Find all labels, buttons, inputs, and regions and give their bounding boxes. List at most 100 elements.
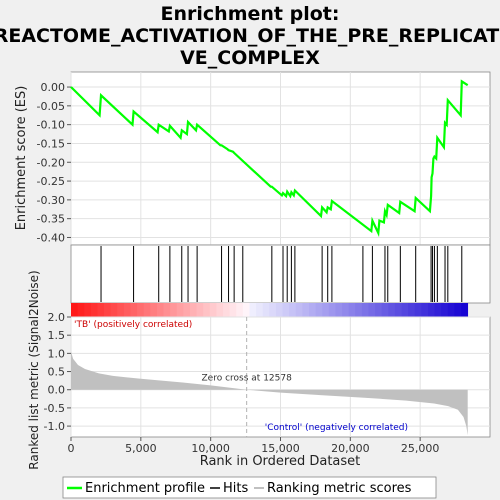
rank-bar-segment xyxy=(71,303,79,317)
rank-bar-segment xyxy=(209,303,217,317)
legend: Enrichment profile Hits Ranking metric s… xyxy=(62,476,437,499)
rank-bar-segment xyxy=(262,303,270,317)
rank-bar-segment xyxy=(97,303,105,317)
rank-color-bar xyxy=(71,303,469,317)
metric-y-tick-label: 1.0 xyxy=(48,347,66,360)
rank-bar-segment xyxy=(289,303,297,317)
rank-bar-segment xyxy=(308,303,317,317)
chart-title-line-1: Enrichment plot: xyxy=(161,3,340,25)
rank-bar-segment xyxy=(454,303,462,317)
x-tick-label: 20,000 xyxy=(331,442,370,455)
rank-bar-segment xyxy=(408,303,416,317)
rank-bar-segment xyxy=(256,303,264,317)
rank-bar-segment xyxy=(394,303,402,317)
rank-bar-segment xyxy=(90,303,98,317)
rank-bar-segment xyxy=(302,303,310,317)
metric-x-ticks: 0 5,000 10,000 15,000 20,000 25,000 xyxy=(68,437,440,455)
es-y-ticks: 0.00 -0.05 -0.10 -0.15 -0.20 -0.25 -0.30 -0.35 -… xyxy=(37,81,71,244)
rank-bar-segment xyxy=(249,303,257,317)
metric-y-tick-label: -0.5 xyxy=(44,402,65,415)
metric-y-tick-label: 2.0 xyxy=(48,311,66,324)
es-tick-label: -0.25 xyxy=(37,175,65,188)
rank-bar-segment xyxy=(156,303,164,317)
rank-bar-segment xyxy=(236,303,244,317)
rank-bar-segment xyxy=(176,303,184,317)
rank-bar-segment xyxy=(143,303,151,317)
rank-bar-segment xyxy=(130,303,138,317)
metric-y-axis-label: Ranked list metric (Signal2Noise) xyxy=(27,270,41,469)
metric-y-tick-label: 1.5 xyxy=(48,329,66,342)
rank-bar-segment xyxy=(123,303,131,317)
rank-bar-segment xyxy=(335,303,343,317)
hits-panel xyxy=(70,244,491,304)
rank-bar-segment xyxy=(361,303,369,317)
rank-bar-segment xyxy=(77,303,85,317)
rank-bar-segment xyxy=(322,303,330,317)
metric-y-tick-label: 0.5 xyxy=(48,366,66,379)
rank-bar-segment xyxy=(150,303,158,317)
rank-bar-segment xyxy=(355,303,363,317)
es-tick-label: -0.30 xyxy=(37,194,65,207)
metric-y-ticks: 2.0 1.5 1.0 0.5 0.0 -0.5 -1.0 xyxy=(44,311,71,433)
rank-bar-segment xyxy=(421,303,429,317)
es-tick-label: -0.40 xyxy=(37,231,65,244)
rank-bar-segment xyxy=(203,303,211,317)
rank-bar-segment xyxy=(104,303,112,317)
es-tick-label: -0.20 xyxy=(37,156,65,169)
rank-bar-segment xyxy=(196,303,204,317)
metric-y-tick-label: 0.0 xyxy=(48,384,66,397)
positive-correlation-label: 'TB' (positively correlated) xyxy=(74,320,192,330)
rank-bar-segment xyxy=(427,303,435,317)
hits-markers xyxy=(100,246,463,302)
rank-bar-segment xyxy=(368,303,376,317)
es-tick-label: -0.10 xyxy=(37,119,65,132)
metric-y-tick-label: -1.0 xyxy=(44,420,65,433)
legend-enrichment-label: Enrichment profile xyxy=(85,481,205,496)
es-tick-label: -0.35 xyxy=(37,213,65,226)
es-grid xyxy=(70,72,490,245)
rank-bar-segment xyxy=(183,303,191,317)
x-tick-label: 5,000 xyxy=(125,442,157,455)
rank-bar-segment xyxy=(295,303,303,317)
zero-cross-annotation: Zero cross at 12578 xyxy=(202,374,293,384)
x-tick-label: 25,000 xyxy=(401,442,440,455)
rank-bar-segment xyxy=(381,303,389,317)
ranking-metric-area xyxy=(71,351,468,436)
es-tick-label: -0.15 xyxy=(37,137,65,150)
rank-bar-segment xyxy=(170,303,178,317)
rank-bar-segment xyxy=(110,303,118,317)
x-axis-label: Rank in Ordered Dataset xyxy=(200,454,361,469)
rank-bar-segment xyxy=(84,303,92,317)
rank-bar-segment xyxy=(282,303,290,317)
chart-title-line-3: VE_COMPLEX xyxy=(180,47,320,69)
es-y-axis-label: Enrichment score (ES) xyxy=(14,86,29,231)
x-tick-label: 10,000 xyxy=(191,442,230,455)
legend-hits-label: Hits xyxy=(223,481,248,496)
rank-bar-segment xyxy=(342,303,350,317)
rank-bar-segment xyxy=(189,303,198,317)
rank-bar-segment xyxy=(461,303,469,317)
rank-bar-segment xyxy=(229,303,237,317)
rank-bar-segment xyxy=(223,303,231,317)
rank-bar-segment xyxy=(441,303,449,317)
rank-bar-segment xyxy=(375,303,383,317)
rank-bar-segment xyxy=(328,303,336,317)
rank-bar-segment xyxy=(163,303,171,317)
legend-box xyxy=(62,476,437,499)
rank-bar-segment xyxy=(434,303,442,317)
chart-title-line-2: REACTOME_ACTIVATION_OF_THE_PRE_REPLICATI xyxy=(0,25,500,47)
enrichment-profile-line xyxy=(70,79,469,238)
rank-bar-segment xyxy=(275,303,283,317)
rank-bar-segment xyxy=(401,303,409,317)
rank-bar-segment xyxy=(242,303,250,317)
rank-bar-segment xyxy=(216,303,224,317)
es-tick-label: -0.05 xyxy=(37,100,65,113)
rank-bar-segment xyxy=(388,303,396,317)
legend-metric-label: Ranking metric scores xyxy=(267,481,412,496)
rank-bar-segment xyxy=(117,303,125,317)
rank-bar-segment xyxy=(414,303,422,317)
rank-bar-segment xyxy=(348,303,356,317)
rank-bar-segment xyxy=(137,303,145,317)
x-tick-label: 15,000 xyxy=(261,442,300,455)
